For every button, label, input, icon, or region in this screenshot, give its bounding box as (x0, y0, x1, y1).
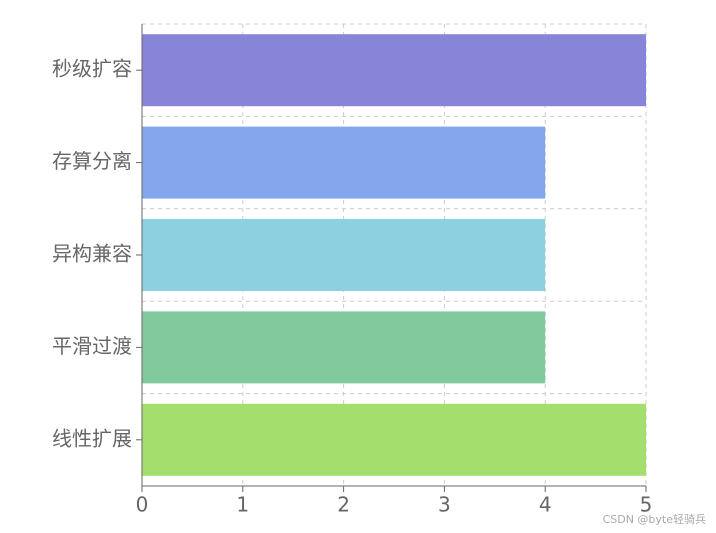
watermark: CSDN @byte轻骑兵 (603, 512, 706, 526)
y-tick-label: 存算分离 (52, 149, 132, 173)
bar (142, 403, 646, 476)
x-tick-label: 5 (640, 493, 653, 517)
x-tick-label: 3 (438, 493, 451, 517)
x-tick-label: 4 (539, 493, 552, 517)
y-tick-label: 平滑过渡 (52, 334, 132, 358)
x-tick-label: 0 (136, 493, 149, 517)
y-tick-label: 秒级扩容 (52, 57, 132, 81)
y-tick-label: 异构兼容 (52, 242, 132, 266)
bar (142, 311, 546, 384)
bar (142, 126, 546, 199)
bar (142, 219, 546, 291)
y-tick-label: 线性扩展 (52, 426, 132, 450)
x-tick-label: 2 (337, 493, 350, 517)
bar (142, 34, 646, 107)
x-tick-label: 1 (236, 493, 249, 517)
